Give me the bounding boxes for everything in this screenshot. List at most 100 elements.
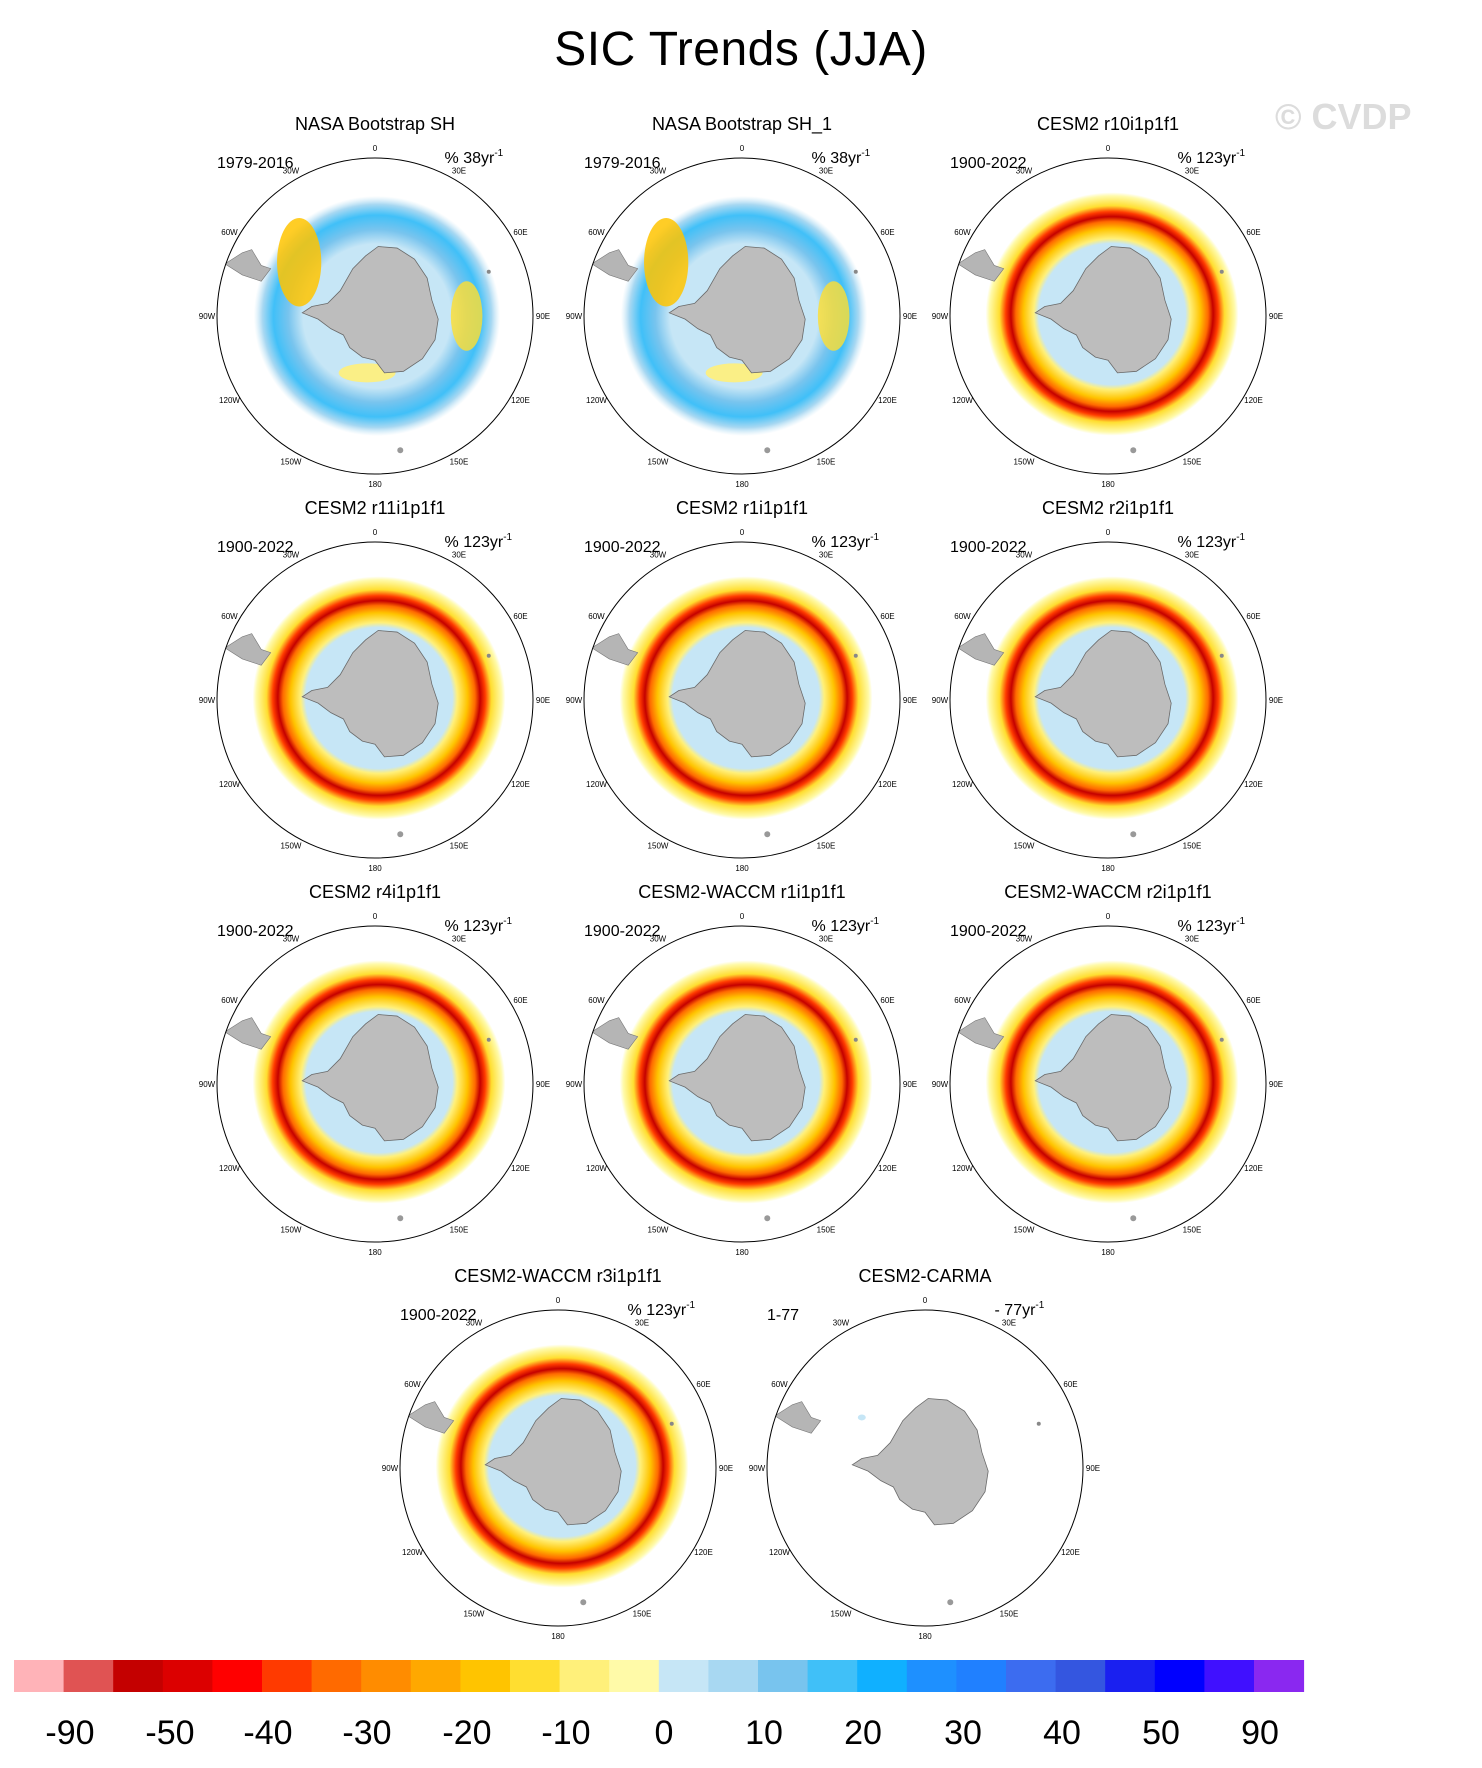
island <box>853 1037 858 1042</box>
antarctica <box>668 246 806 374</box>
longitude-label: 60E <box>1246 612 1260 621</box>
island <box>580 1599 587 1606</box>
longitude-label: 60W <box>954 612 971 621</box>
colorbar-label: -10 <box>541 1714 590 1752</box>
globe-outline <box>216 541 534 859</box>
panel-title: CESM2-WACCM r2i1p1f1 <box>1004 882 1211 902</box>
panel-period: 1900-2022 <box>950 539 1027 556</box>
globe-outline <box>949 157 1267 475</box>
longitude-label: 120E <box>878 1164 897 1173</box>
south-america <box>774 1401 822 1434</box>
colorbar-box <box>658 1660 709 1692</box>
watermark: © CVDP <box>1275 96 1412 137</box>
colorbar-label: -40 <box>243 1714 292 1752</box>
longitude-label: 30E <box>819 551 833 560</box>
colorbar-box <box>63 1660 114 1692</box>
longitude-label: 180 <box>1101 1248 1115 1257</box>
longitude-label: 120E <box>694 1548 713 1557</box>
panel-units: % 123yr-1 <box>1178 532 1246 551</box>
island <box>764 831 771 838</box>
longitude-label: 150E <box>633 1609 652 1618</box>
longitude-label: 60W <box>221 228 238 237</box>
antarctica <box>484 1398 622 1526</box>
longitude-label: 60E <box>880 996 894 1005</box>
globe-outline <box>399 1309 717 1627</box>
longitude-label: 60E <box>513 228 527 237</box>
longitude-label: 150W <box>281 1225 302 1234</box>
positive-trend-patch <box>277 218 322 307</box>
longitude-label: 60E <box>513 996 527 1005</box>
colorbar-box <box>361 1660 412 1692</box>
longitude-label: 120W <box>586 396 607 405</box>
south-america <box>957 633 1005 666</box>
longitude-label: 120W <box>219 396 240 405</box>
south-america <box>224 1017 272 1050</box>
longitude-label: 150E <box>817 841 836 850</box>
longitude-label: 150E <box>817 1225 836 1234</box>
longitude-label: 30E <box>1002 1319 1016 1328</box>
south-america <box>224 633 272 666</box>
map-panel: NASA Bootstrap SH 1979-2016 % 38yr-1 0 30E 60… <box>199 114 550 489</box>
island <box>486 269 491 274</box>
longitude-label: 30W <box>283 551 300 560</box>
island <box>1219 1037 1224 1042</box>
colorbar-box <box>14 1660 65 1692</box>
map-panel: CESM2 r11i1p1f1 1900-2022 % 123yr-1 0 30E 60E… <box>199 498 550 873</box>
longitude-label: 150W <box>464 1609 485 1618</box>
island <box>1036 1421 1041 1426</box>
antarctica <box>668 1014 806 1142</box>
longitude-label: 120W <box>769 1548 790 1557</box>
colorbar-box <box>609 1660 660 1692</box>
south-america <box>957 249 1005 282</box>
longitude-label: 90E <box>1269 696 1283 705</box>
longitude-label: 180 <box>368 480 382 489</box>
colorbar-box <box>906 1660 957 1692</box>
colorbar-box <box>807 1660 858 1692</box>
colorbar-box <box>758 1660 809 1692</box>
panel-title: NASA Bootstrap SH_1 <box>652 114 832 135</box>
map-panel: CESM2-WACCM r3i1p1f1 1900-2022 % 123yr-1 0 3… <box>382 1266 733 1641</box>
longitude-label: 90E <box>1269 312 1283 321</box>
island <box>397 1215 404 1222</box>
longitude-label: 90W <box>749 1464 766 1473</box>
longitude-label: 60E <box>1063 1380 1077 1389</box>
panel-period: 1979-2016 <box>217 155 294 172</box>
longitude-label: 120E <box>511 780 530 789</box>
longitude-label: 0 <box>373 528 378 537</box>
colorbar-label: 40 <box>1043 1714 1081 1752</box>
colorbar-label: 10 <box>745 1714 783 1752</box>
longitude-label: 90E <box>1086 1464 1100 1473</box>
map-panel: CESM2-CARMA 1-77 - 77yr-1 0 30E 60E 90E 120E 150… <box>749 1266 1100 1641</box>
longitude-label: 180 <box>1101 480 1115 489</box>
globe-outline <box>216 157 534 475</box>
island <box>1219 653 1224 658</box>
longitude-label: 150E <box>450 841 469 850</box>
panel-period: 1900-2022 <box>584 923 661 940</box>
longitude-label: 120E <box>1244 780 1263 789</box>
longitude-label: 30E <box>635 1319 649 1328</box>
longitude-label: 90W <box>932 312 949 321</box>
colorbar-label: -20 <box>442 1714 491 1752</box>
longitude-label: 180 <box>1101 864 1115 873</box>
longitude-label: 150W <box>648 457 669 466</box>
longitude-label: 90W <box>566 696 583 705</box>
positive-trend-patch <box>817 281 850 351</box>
colorbar-box <box>311 1660 362 1692</box>
longitude-label: 120E <box>1244 396 1263 405</box>
longitude-label: 120W <box>402 1548 423 1557</box>
panel-title: CESM2 r4i1p1f1 <box>309 882 441 902</box>
colorbar: -90 -50 -40 -30 -20 -10 0 10 20 30 40 50 90 <box>14 1660 1305 1752</box>
colorbar-box <box>1254 1660 1305 1692</box>
colorbar-box <box>559 1660 610 1692</box>
antarctica <box>1034 1014 1172 1142</box>
longitude-label: 30W <box>650 935 667 944</box>
antarctica <box>1034 630 1172 758</box>
longitude-label: 90E <box>719 1464 733 1473</box>
globe-outline <box>583 157 901 475</box>
panel-units: % 123yr-1 <box>812 916 880 935</box>
panel-title: CESM2 r10i1p1f1 <box>1037 114 1179 134</box>
longitude-label: 120E <box>1244 1164 1263 1173</box>
island <box>1130 1215 1137 1222</box>
panel-units: - 77yr-1 <box>995 1300 1045 1319</box>
